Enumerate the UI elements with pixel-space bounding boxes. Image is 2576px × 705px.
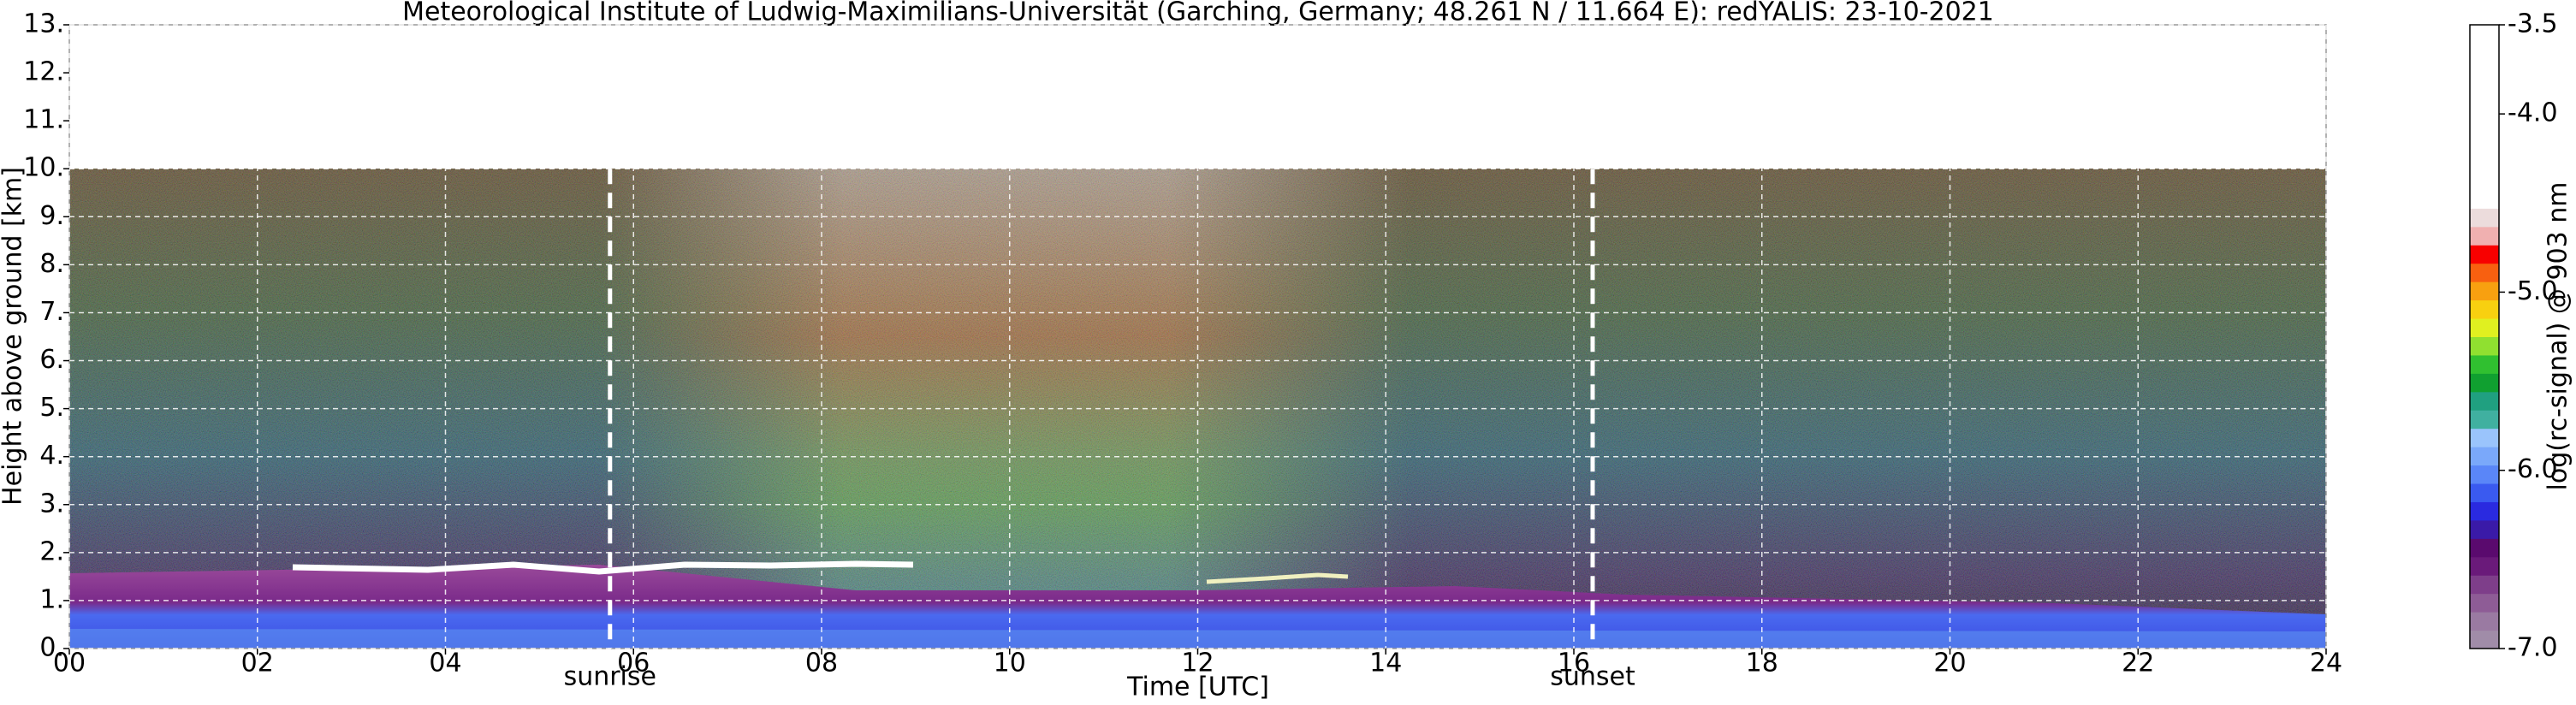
colorbar-segment [2470, 171, 2499, 191]
colorbar-segment [2470, 318, 2499, 337]
y-axis-label: Height above ground [km] [0, 167, 28, 506]
colorbar-segment [2470, 538, 2499, 558]
colorbar-label: log(rc-signal) @ 903 nm [2543, 182, 2573, 491]
colorbar-tick-label: -4.0 [2508, 98, 2558, 128]
x-tick-label: 24 [2310, 649, 2342, 678]
colorbar-segment [2470, 299, 2499, 319]
colorbar-segment [2470, 208, 2499, 228]
annotation-label: sunrise [564, 662, 656, 692]
colorbar-frame [2469, 24, 2500, 649]
colorbar-segment [2470, 134, 2499, 154]
y-tick-label: 10. [23, 153, 64, 183]
x-tick-label: 06 [617, 649, 650, 678]
colorbar-segment [2470, 245, 2499, 264]
y-tick-label: 7. [39, 297, 64, 327]
y-tick-label: 9. [39, 201, 64, 231]
colorbar-segment [2470, 410, 2499, 430]
colorbar-segment [2470, 593, 2499, 613]
colorbar-segment [2470, 116, 2499, 136]
colorbar-segment [2470, 153, 2499, 173]
colorbar-segment [2470, 25, 2499, 44]
y-tick-label: 6. [39, 345, 64, 375]
y-tick-label: 13. [23, 9, 64, 39]
colorbar-segment [2470, 43, 2499, 62]
colorbar-segment [2470, 391, 2499, 411]
x-tick-label: 02 [241, 649, 274, 678]
colorbar-segment [2470, 80, 2499, 99]
y-tick-label: 4. [39, 441, 64, 471]
colorbar-segment [2470, 336, 2499, 356]
colorbar-segment [2470, 612, 2499, 631]
x-tick-label: 18 [1746, 649, 1778, 678]
colorbar-segment [2470, 373, 2499, 393]
x-tick-label: 12 [1181, 649, 1214, 678]
y-tick-label: 11. [23, 105, 64, 135]
colorbar-segment [2470, 630, 2499, 649]
x-tick-label: 08 [805, 649, 838, 678]
colorbar-segment [2470, 575, 2499, 595]
colorbar-tick-label: -7.0 [2508, 633, 2558, 663]
x-tick-label: 20 [1933, 649, 1966, 678]
backscatter-field [69, 169, 2326, 649]
x-tick-label: 22 [2122, 649, 2154, 678]
y-tick-label: 0. [39, 633, 64, 663]
x-tick-label: 14 [1369, 649, 1402, 678]
colorbar-segment [2470, 263, 2499, 282]
colorbar-tick-label: -6.0 [2508, 454, 2558, 484]
colorbar-segment [2470, 501, 2499, 521]
colorbar-segment [2470, 447, 2499, 466]
colorbar-segment [2470, 354, 2499, 374]
x-tick-label: 16 [1558, 649, 1590, 678]
y-tick-label: 8. [39, 249, 64, 279]
colorbar-segment [2470, 465, 2499, 484]
colorbar-segment [2470, 281, 2499, 301]
chart-title: Meteorological Institute of Ludwig-Maxim… [402, 0, 1994, 27]
colorbar-segment [2470, 428, 2499, 447]
colorbar-tick-label: -5.0 [2508, 276, 2558, 306]
y-tick-label: 5. [39, 393, 64, 423]
y-tick-label: 1. [39, 584, 64, 614]
x-tick-label: 10 [994, 649, 1026, 678]
colorbar-segment [2470, 189, 2499, 209]
colorbar-segment [2470, 483, 2499, 502]
annotation-label: sunset [1550, 662, 1635, 692]
colorbar-tick-label: -3.5 [2508, 9, 2558, 39]
colorbar-segment [2470, 226, 2499, 246]
x-tick-label: 00 [53, 649, 86, 678]
colorbar-segment [2470, 556, 2499, 576]
y-tick-label: 3. [39, 489, 64, 518]
colorbar-segment [2470, 519, 2499, 539]
colorbar-segment [2470, 98, 2499, 117]
x-tick-label: 04 [429, 649, 461, 678]
y-tick-label: 2. [39, 536, 64, 566]
y-tick-label: 12. [23, 57, 64, 87]
x-axis-label: Time [UTC] [1126, 672, 1269, 702]
colorbar-segment [2470, 61, 2499, 80]
